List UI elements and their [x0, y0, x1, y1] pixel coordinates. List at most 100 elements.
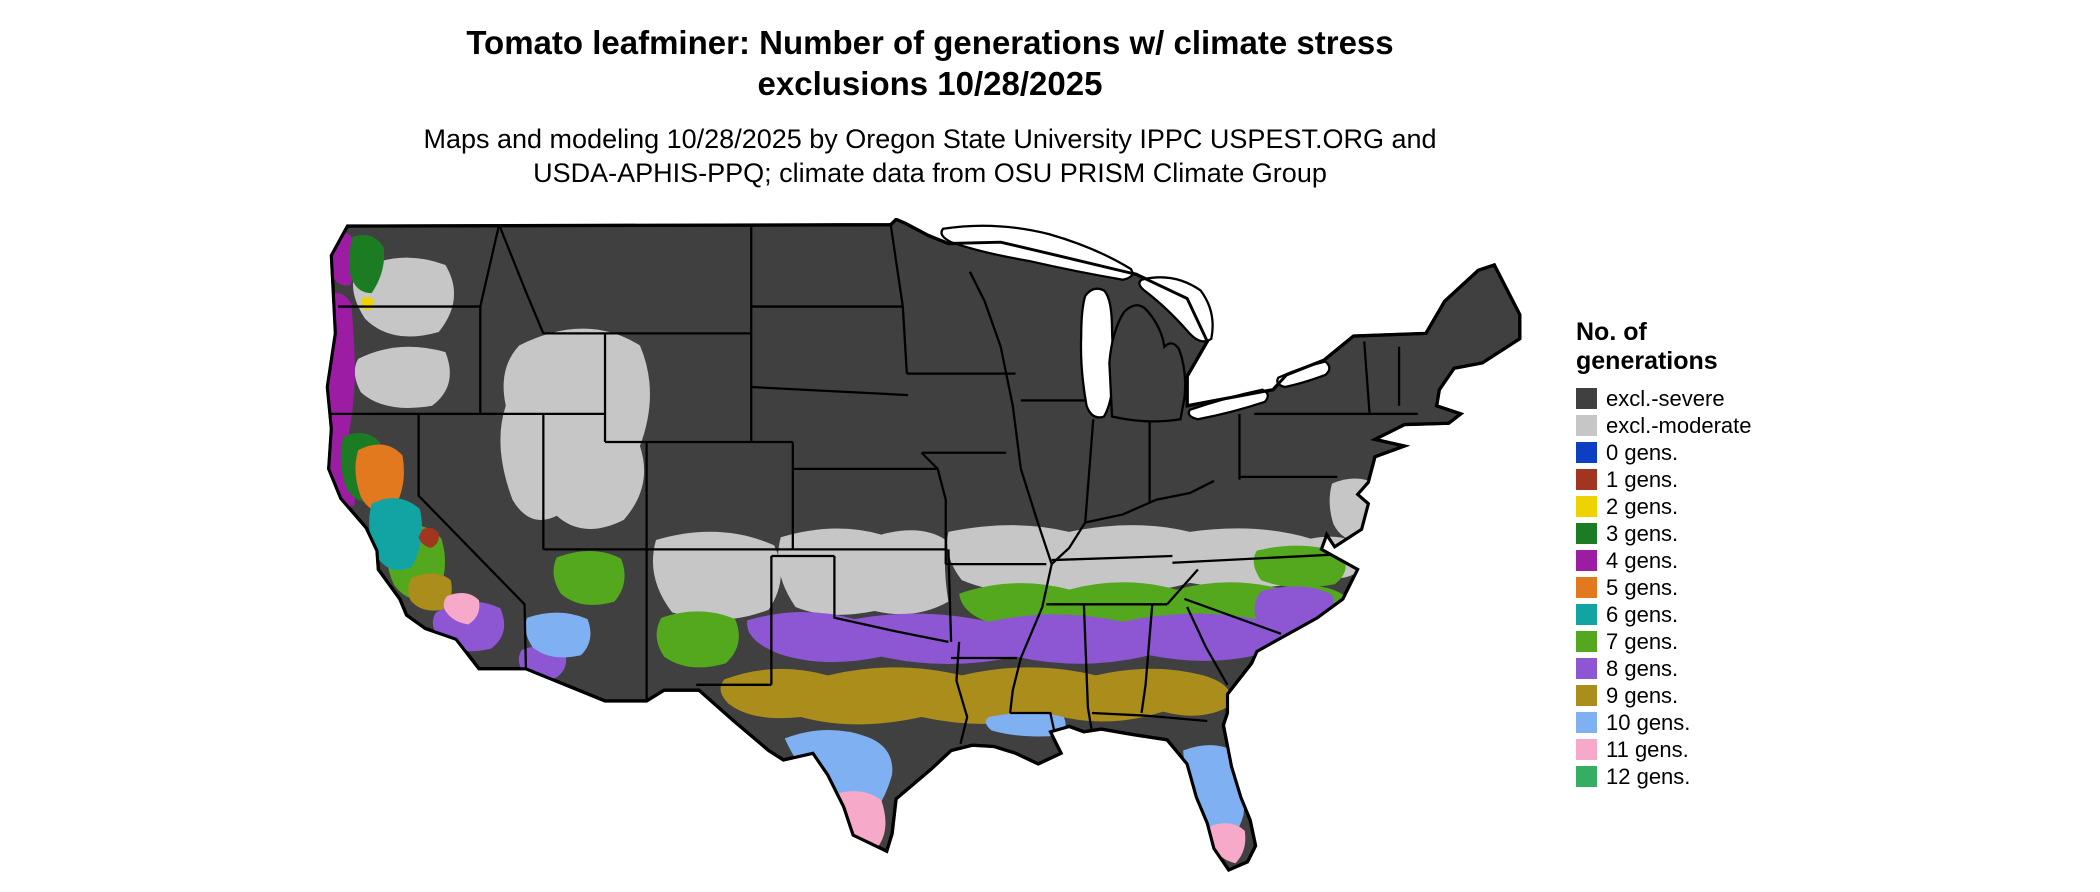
region-9gens-ca [408, 573, 452, 611]
legend-item: excl.-moderate [1576, 413, 1876, 438]
legend-label: 11 gens. [1606, 737, 1689, 762]
legend-item: 8 gens. [1576, 656, 1876, 681]
state-border [1363, 341, 1371, 414]
legend-item: 3 gens. [1576, 521, 1876, 546]
state-border [1051, 554, 1173, 562]
us-outline [325, 218, 1522, 872]
legend-swatch [1576, 388, 1597, 409]
legend-swatch [1576, 712, 1597, 733]
region-3gens-wa-coastrange [349, 234, 385, 294]
legend-swatch [1576, 739, 1597, 760]
state-border [417, 413, 528, 669]
region-6gens-ca-central [369, 498, 423, 571]
state-border [947, 549, 953, 642]
region-moderate-nm-plateau [652, 531, 781, 620]
map-subtitle: Maps and modeling 10/28/2025 by Oregon S… [0, 122, 1860, 190]
great-lakes [940, 224, 1331, 421]
subtitle-line-2: USDA-APHIS-PPQ; climate data from OSU PR… [533, 158, 1327, 188]
us-map [325, 218, 1522, 881]
legend-item: 0 gens. [1576, 440, 1876, 465]
region-10gens-florida [1183, 745, 1245, 846]
state-border [1084, 479, 1215, 524]
legend-label: excl.-moderate [1606, 413, 1752, 438]
state-border [498, 224, 545, 334]
legend-item: 7 gens. [1576, 629, 1876, 654]
legend-item: 5 gens. [1576, 575, 1876, 600]
region-1gens-sierra-speck [418, 527, 439, 548]
legend-item: 6 gens. [1576, 602, 1876, 627]
state-border [1084, 419, 1095, 523]
legend-label: 6 gens. [1606, 602, 1679, 627]
legend-swatch [1576, 496, 1597, 517]
region-7gens-nc-coast [1253, 545, 1346, 588]
legend-swatch [1576, 685, 1597, 706]
legend: No. of generations excl.-severe excl.-mo… [1576, 318, 1876, 793]
state-border [1172, 553, 1333, 564]
legend-item: 11 gens. [1576, 737, 1876, 762]
legend-label: 4 gens. [1606, 548, 1679, 573]
legend-label: 3 gens. [1606, 521, 1679, 546]
legend-item: 1 gens. [1576, 467, 1876, 492]
state-border [1186, 606, 1229, 686]
legend-item: 9 gens. [1576, 683, 1876, 708]
region-moderate-great-basin [500, 328, 650, 529]
region-10gens-la-coast [985, 712, 1066, 737]
legend-title-line-2: generations [1576, 347, 1718, 375]
legend-item: 4 gens. [1576, 548, 1876, 573]
legend-label: 12 gens. [1606, 764, 1691, 789]
region-8gens-south-band [747, 612, 1324, 665]
state-border [1184, 597, 1282, 635]
state-border [920, 451, 947, 565]
legend-swatch [1576, 766, 1597, 787]
legend-label: excl.-severe [1606, 386, 1725, 411]
legend-item: 10 gens. [1576, 710, 1876, 735]
state-border [1166, 568, 1199, 606]
region-11gens-florida-tip [1209, 823, 1246, 864]
region-7gens-new-mexico [656, 611, 739, 668]
region-12gens-keys-speck [1193, 871, 1207, 881]
region-7gens-arizona [553, 550, 625, 605]
region-11gens-ca-valley [443, 593, 480, 625]
legend-swatch [1576, 550, 1597, 571]
legend-swatch [1576, 523, 1597, 544]
title-line-2: exclusions 10/28/2025 [757, 65, 1103, 102]
legend-item: 2 gens. [1576, 494, 1876, 519]
legend-swatch [1576, 442, 1597, 463]
legend-label: 5 gens. [1606, 575, 1679, 600]
state-border [1050, 521, 1087, 565]
legend-label: 0 gens. [1606, 440, 1679, 465]
region-8gens-carolina-coast [1254, 586, 1335, 630]
legend-swatch [1576, 604, 1597, 625]
legend-item: 12 gens. [1576, 764, 1876, 789]
legend-title: No. of generations [1576, 318, 1876, 376]
legend-label: 10 gens. [1606, 710, 1691, 735]
region-9gens-gulf-band [720, 667, 1232, 725]
state-border [955, 641, 969, 745]
legend-swatch [1576, 415, 1597, 436]
state-border [1140, 604, 1154, 714]
state-border [833, 556, 949, 643]
michigan-lower-peninsula [1108, 304, 1187, 423]
legend-swatch [1576, 577, 1597, 598]
lake-huron [1138, 276, 1214, 343]
lake-michigan [1079, 287, 1115, 419]
legend-label: 2 gens. [1606, 494, 1679, 519]
state-border [1091, 711, 1208, 723]
legend-title-line-1: No. of [1576, 318, 1647, 346]
map-regions [327, 231, 1380, 881]
legend-swatch [1576, 631, 1597, 652]
legend-label: 9 gens. [1606, 683, 1679, 708]
legend-label: 8 gens. [1606, 656, 1679, 681]
legend-label: 1 gens. [1606, 467, 1679, 492]
state-borders [331, 224, 1418, 745]
region-10gens-arizona [525, 612, 591, 658]
region-moderate-southern-plains [778, 528, 949, 615]
region-5gens-nca [355, 444, 404, 513]
title-line-1: Tomato leafminer: Number of generations … [466, 24, 1394, 61]
legend-label: 7 gens. [1606, 629, 1679, 654]
state-border [1010, 711, 1056, 732]
state-border [968, 271, 1002, 348]
legend-swatch [1576, 469, 1597, 490]
region-moderate-or-interior [354, 346, 450, 409]
